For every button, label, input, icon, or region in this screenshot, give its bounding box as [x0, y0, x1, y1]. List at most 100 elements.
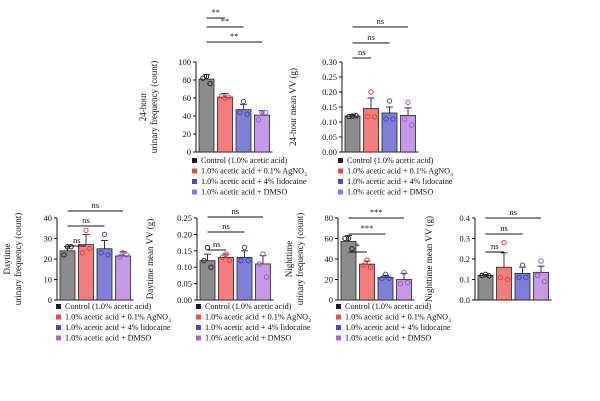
data-point: [390, 116, 396, 122]
legend-swatch: [192, 158, 197, 163]
data-point: [367, 264, 374, 270]
bar-group-1: [477, 274, 494, 301]
y-tick-label: 0.1: [459, 275, 470, 285]
legend-swatch: [336, 335, 341, 341]
data-point: [237, 109, 243, 116]
bar-group-4: [255, 263, 271, 301]
data-point: [401, 269, 407, 276]
data-point: [240, 98, 247, 105]
y-axis-label: Nighttimeurinary frequency (count): [284, 213, 305, 305]
legend-swatch: [196, 304, 201, 309]
significance-label: **: [212, 7, 221, 17]
data-point: [397, 280, 404, 287]
significance-label: ns: [358, 47, 366, 57]
data-point: [116, 254, 123, 260]
y-tick-label: 0.15: [177, 246, 192, 256]
data-point: [541, 278, 548, 285]
y-axis-label: Daytimeurinary frequency (count): [2, 213, 23, 305]
y-axis-label-line: urinary frequency (count): [13, 213, 23, 305]
legend-label-subscript: 3: [168, 318, 171, 324]
significance-label: ***: [361, 223, 374, 233]
legend-label: 1.0% acetic acid + DMSO: [201, 188, 287, 197]
data-point: [244, 111, 250, 117]
y-tick-label: 40: [44, 213, 53, 223]
data-point: [523, 274, 529, 281]
legend-label: 1.0% acetic acid + DMSO: [65, 334, 151, 343]
y-tick-label: 20: [44, 254, 53, 264]
y-tick-label: 0.20: [177, 229, 192, 239]
panel-a: 0 20 40 60 80 100 24-hoururinary frequency (co…: [138, 7, 273, 157]
legend-bottom-right: Control (1.0% acetic acid) 1.0% acetic ac…: [336, 302, 451, 343]
legend-bottom-left: Control (1.0% acetic acid) 1.0% acetic ac…: [56, 302, 171, 343]
legend-label: 1.0% acetic acid + 4% lidocaine: [345, 323, 451, 332]
y-axis-label-line: urinary frequency (count): [149, 61, 159, 153]
data-point: [383, 116, 389, 122]
legend-swatch: [336, 325, 341, 330]
y-tick-label: 20: [183, 129, 192, 139]
y-tick-label: 80: [325, 213, 334, 223]
y-tick-label: 80: [183, 75, 192, 85]
data-point: [405, 99, 411, 106]
legend-swatch: [338, 168, 343, 174]
legend-label: 1.0% acetic acid + 0.1% AgNO3: [201, 167, 307, 179]
data-point: [259, 109, 265, 116]
legend-swatch: [56, 314, 61, 320]
significance-label: ns: [231, 206, 239, 216]
data-point: [241, 244, 248, 251]
data-point: [200, 75, 206, 81]
data-point: [79, 250, 86, 256]
legend-label: 1.0% acetic acid + DMSO: [345, 334, 431, 343]
data-point: [353, 113, 359, 119]
significance-label: ns: [91, 200, 99, 210]
legend-swatch: [56, 325, 61, 330]
legend-swatch: [56, 335, 61, 341]
legend-label: Control (1.0% acetic acid): [345, 302, 432, 311]
y-axis-label-line: Daytime: [2, 244, 12, 275]
data-point: [368, 89, 374, 95]
legend-swatch: [338, 158, 343, 163]
panel-c: 0 10 20 30 40 Daytimeurinary frequency (count…: [2, 200, 134, 305]
data-point: [364, 257, 370, 263]
legend-label: Control (1.0% acetic acid): [201, 156, 288, 165]
legend-swatch: [56, 304, 61, 309]
y-tick-label: 0.15: [322, 102, 337, 112]
y-axis-label: Nighttime mean VV (g): [424, 216, 434, 302]
y-axis-label-line: 24-hour: [138, 93, 148, 122]
significance-label: ns: [500, 223, 508, 233]
data-point: [262, 109, 269, 116]
legend-swatch: [338, 179, 343, 184]
y-tick-label: 0.30: [322, 57, 337, 67]
legend-swatch: [192, 189, 197, 195]
data-point: [345, 235, 352, 242]
legend-label-subscript: 3: [308, 318, 311, 324]
y-axis-label: 24-hour mean VV (g): [288, 68, 298, 146]
data-point: [360, 262, 367, 268]
y-tick-label: 0.0: [459, 295, 470, 305]
data-point: [486, 273, 492, 279]
significance-label: ***: [370, 207, 383, 217]
data-point: [255, 116, 262, 123]
legend-label: 1.0% acetic acid + 4% lidocaine: [205, 323, 311, 332]
data-point: [256, 261, 263, 267]
y-axis-label-line: 24-hour mean VV (g): [288, 68, 298, 146]
data-point: [349, 113, 356, 119]
legend-label: Control (1.0% acetic acid): [347, 156, 434, 165]
y-tick-label: 0: [48, 295, 52, 305]
data-point: [98, 250, 104, 256]
panel-b: 0.00 0.05 0.10 0.15 0.20 0.25 0.30 24-hour mean…: [288, 16, 419, 157]
significance-label: ns: [376, 16, 384, 26]
y-axis-label-line: Daytime mean VV (g): [145, 219, 155, 299]
panel-d: 0.00 0.05 0.10 0.15 0.20 0.25 Daytime mean VV …: [145, 206, 274, 305]
significance-label: *: [356, 241, 360, 251]
data-point: [105, 252, 111, 258]
bar-group-1: [59, 250, 76, 301]
significance-label: **: [221, 16, 230, 26]
bar-group-2: [217, 96, 233, 153]
y-tick-label: 0.25: [322, 72, 337, 82]
data-point: [208, 264, 214, 270]
data-point: [519, 262, 526, 268]
bar-group-1: [344, 115, 361, 153]
significance-label: ns: [367, 32, 375, 42]
y-tick-label: 0.10: [177, 262, 192, 272]
